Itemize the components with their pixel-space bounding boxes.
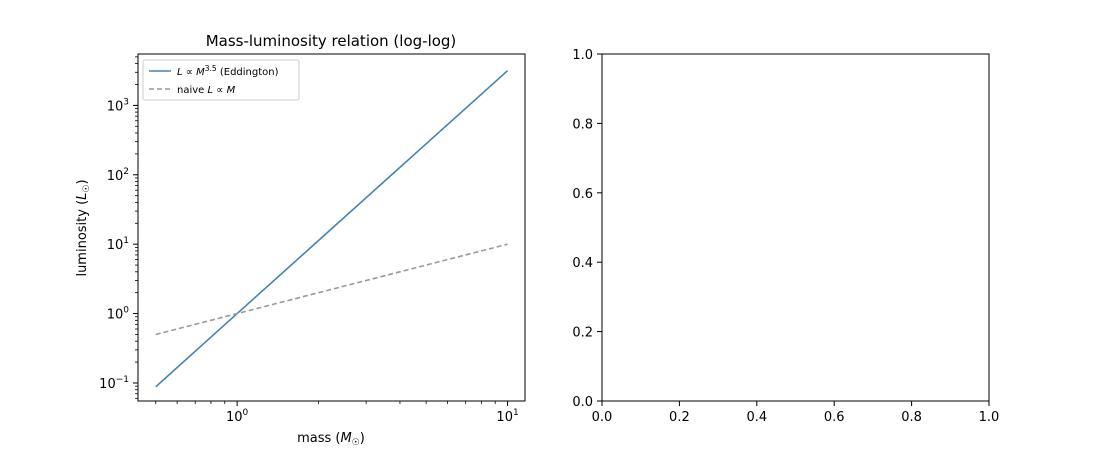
y-tick-label: 103 <box>107 97 129 114</box>
x-tick-label-right: 0.6 <box>824 410 845 425</box>
x-axis-label: mass (M☉) <box>297 431 365 448</box>
y-tick-label: 101 <box>107 236 129 253</box>
tick-layer: 100 101 10−1 100 101 102 103 <box>99 56 519 425</box>
plot-frame-right <box>601 53 990 402</box>
legend-box <box>142 59 300 101</box>
legend-label-naive: naive L ∝ M <box>177 85 236 96</box>
series-line-0 <box>155 70 509 388</box>
x-tick-label: 101 <box>496 408 518 425</box>
series-layer <box>155 70 509 388</box>
y-tick-label-right: 0.6 <box>572 187 593 202</box>
y-tick-label-right: 0.4 <box>572 256 593 271</box>
legend: L ∝ M3.5 (Eddington) naive L ∝ M <box>142 59 300 101</box>
y-tick-label: 100 <box>107 306 130 323</box>
x-tick-label-right: 0.8 <box>901 410 922 425</box>
series-line-1 <box>155 243 508 336</box>
left-chart: Mass-luminosity relation (log-log) 100 10… <box>75 32 526 448</box>
right-chart: 0.0 0.2 0.4 0.6 0.8 1.0 0.0 0.2 0.4 0.6 0.8 1.0 <box>572 48 999 425</box>
y-tick-label: 102 <box>107 167 129 184</box>
x-tick-label-right: 0.4 <box>746 410 767 425</box>
plot-frame <box>137 53 526 402</box>
y-tick-label-right: 0.0 <box>572 395 593 410</box>
tick-layer-right: 0.0 0.2 0.4 0.6 0.8 1.0 0.0 0.2 0.4 0.6 0.8 1.0 <box>572 48 999 425</box>
x-tick-label-right: 0.2 <box>669 410 690 425</box>
legend-label-eddington: L ∝ M3.5 (Eddington) <box>177 64 279 78</box>
y-tick-label-right: 0.8 <box>572 117 593 132</box>
x-tick-label: 100 <box>226 408 249 425</box>
chart-title: Mass-luminosity relation (log-log) <box>206 32 457 50</box>
x-tick-label-right: 0.0 <box>592 410 613 425</box>
y-axis-label: luminosity (L☉) <box>75 179 92 276</box>
y-tick-label-right: 1.0 <box>572 48 593 63</box>
y-tick-label-right: 0.2 <box>572 326 593 341</box>
x-tick-label-right: 1.0 <box>979 410 1000 425</box>
y-tick-label: 10−1 <box>99 375 129 392</box>
